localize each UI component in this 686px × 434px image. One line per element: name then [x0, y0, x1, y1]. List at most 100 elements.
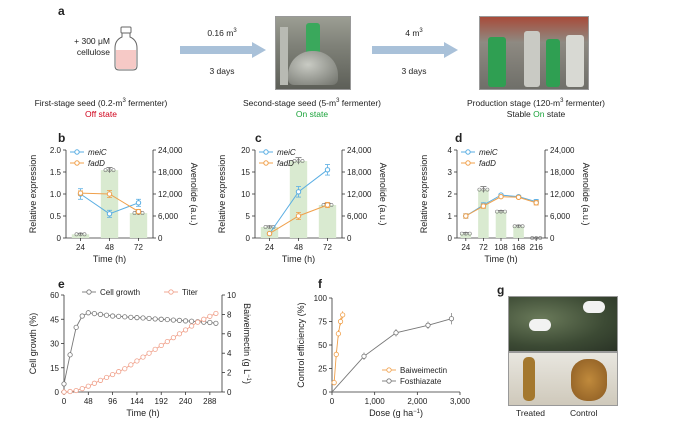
legend-marker-meiC-c [263, 149, 269, 155]
y2-tick-label-d: 24,000 [550, 146, 575, 155]
legend-label-meiC-d: meiC [479, 148, 498, 157]
x-tick-label-d: 24 [461, 243, 470, 252]
y-tick-label-f: 100 [314, 294, 328, 303]
stage3-state: Stable On state [506, 109, 566, 119]
y-axis-label-e: Cell growth (%) [28, 313, 38, 375]
y2-tick-label-b: 0 [158, 234, 163, 243]
point-Baiweimectin-f [331, 379, 337, 386]
x-tick-label-c: 72 [323, 243, 332, 252]
y-tick-label-b: 1.0 [50, 190, 62, 199]
stage1-caption: First-stage seed (0.2-m3 fermenter) [34, 98, 168, 108]
y-tick-label-e: 45 [50, 315, 59, 324]
fit-curve-Baiweimectin-f [333, 314, 344, 383]
stage3-caption: Production stage (120-m3 fermenter) [467, 98, 605, 108]
x-tick-label-f: 3,000 [450, 397, 471, 406]
legend-marker-fadD-c [263, 160, 269, 166]
series-point-Cell growth-e [61, 381, 67, 387]
y2-tick-label-b: 18,000 [158, 168, 183, 177]
bar-point-d [485, 187, 490, 192]
flask-icon [114, 26, 138, 71]
point-Baiweimectin-f [333, 351, 339, 357]
series-point-fadD-b [106, 191, 113, 197]
step1-time: 3 days [209, 66, 235, 76]
bar-point-d [520, 224, 525, 229]
series-point-Cell growth-e [73, 324, 79, 330]
y2-tick-label-e: 6 [227, 330, 232, 339]
series-point-fadD-d [515, 194, 522, 201]
series-point-fadD-c [266, 230, 273, 237]
series-point-Titer-e [213, 310, 219, 317]
bar-point-d [499, 209, 503, 214]
y2-tick-label-d: 0 [550, 234, 555, 243]
bar-point-d [463, 231, 468, 236]
avenolide-bar-d [478, 189, 489, 238]
x-tick-label-d: 108 [494, 243, 508, 252]
y-tick-label-b: 0 [57, 234, 62, 243]
x-tick-label-e: 48 [84, 397, 93, 406]
step2-volume: 4 m3 [405, 28, 423, 38]
bar-point-c [296, 159, 301, 163]
y-tick-label-e: 15 [50, 364, 59, 373]
process-arrow-1 [180, 42, 266, 58]
y2-tick-label-c: 6,000 [347, 212, 368, 221]
series-point-Titer-e [195, 319, 201, 325]
avenolide-bar-d [495, 211, 507, 238]
x-axis-label-b: Time (h) [93, 254, 126, 264]
point-Fosthiazate-f [448, 316, 455, 322]
y-tick-label-d: 3 [448, 168, 453, 177]
panel-label-f: f [318, 277, 323, 291]
y-tick-label-f: 75 [318, 318, 327, 327]
production-fermenter-photo [479, 16, 589, 90]
legend-label-f: Baiweimectin [400, 366, 447, 375]
bar-point-d [477, 187, 482, 192]
series-point-meiC-c [295, 189, 302, 195]
series-point-fadD-b [77, 190, 84, 196]
bar-point-d [538, 236, 543, 240]
series-point-Titer-e [207, 313, 213, 319]
avenolide-bar-b [100, 170, 119, 238]
series-point-Cell growth-e [182, 318, 189, 324]
series-point-fadD-c [324, 202, 331, 208]
series-point-Titer-e [189, 323, 195, 329]
y-tick-label-c: 10 [241, 190, 250, 199]
series-point-Titer-e [170, 335, 176, 341]
series-point-Titer-e [134, 358, 140, 364]
bar-point-b [132, 211, 137, 215]
series-point-Titer-e [116, 369, 122, 375]
y2-axis-label-e: Baiweimectin (g L−1) [242, 303, 252, 384]
series-point-Titer-e [182, 327, 189, 333]
point-Fosthiazate-f [393, 330, 399, 336]
legend-marker-fadD-b [74, 160, 80, 166]
avenolide-bar-d [513, 226, 524, 238]
control-label: Control [570, 408, 598, 418]
y2-tick-label-d: 6,000 [550, 212, 571, 221]
series-point-fadD-c [295, 213, 302, 219]
legend-marker-e [168, 289, 174, 295]
legend-label-meiC-b: meiC [88, 148, 107, 157]
series-point-Cell growth-e [213, 320, 219, 326]
x-tick-label-e: 240 [179, 397, 193, 406]
legend-marker-meiC-b [74, 149, 80, 155]
legend-label-f: Fosthiazate [400, 377, 442, 386]
series-point-Titer-e [73, 387, 79, 394]
point-Baiweimectin-f [337, 318, 344, 325]
y-tick-label-b: 2.0 [50, 146, 62, 155]
x-tick-label-d: 168 [512, 243, 526, 252]
legend-marker-meiC-d [465, 149, 471, 155]
point-Baiweimectin-f [335, 331, 341, 337]
series-point-Cell growth-e [140, 315, 146, 321]
y-tick-label-d: 1 [448, 212, 453, 221]
x-tick-label-e: 288 [203, 397, 217, 406]
series-point-meiC-b [135, 200, 142, 206]
series-point-fadD-d [463, 213, 469, 219]
legend-label-e: Cell growth [100, 288, 140, 297]
x-axis-label-e: Time (h) [126, 408, 159, 418]
y-axis-label-b: Relative expression [28, 155, 38, 234]
series-point-Cell growth-e [91, 310, 97, 317]
bar-point-d [459, 231, 464, 236]
series-point-fadD-d [533, 200, 539, 206]
point-Baiweimectin-f [340, 312, 346, 318]
x-tick-label-e: 144 [130, 397, 144, 406]
treated-label: Treated [516, 408, 545, 418]
x-tick-label-c: 48 [294, 243, 303, 252]
